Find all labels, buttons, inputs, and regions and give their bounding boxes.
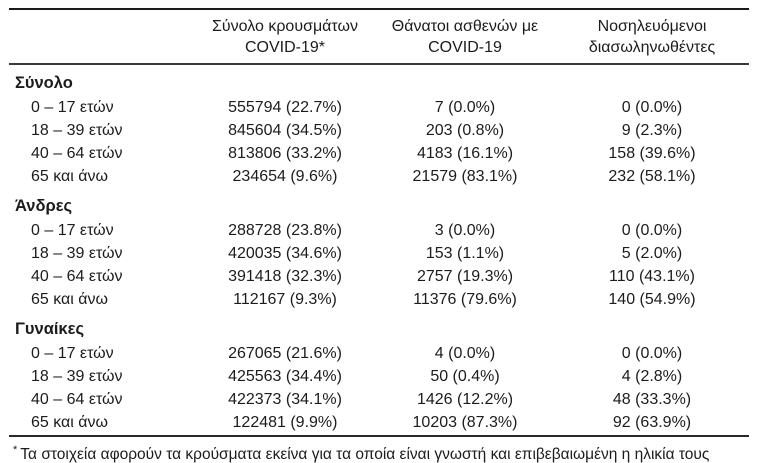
intubated-value: 0 (0.0%) (621, 99, 683, 116)
section-label: Γυναίκες (15, 320, 85, 338)
table-row: 65 και άνω 122481 (9.9%) 10203 (87.3%) 92 (… (9, 411, 749, 434)
age-group-label: 0 – 17 ετών (31, 345, 114, 362)
cases-value: 555794 (22.7%) (228, 99, 342, 116)
deaths-value: 153 (1.1%) (425, 245, 505, 262)
age-group-label: 40 – 64 ετών (31, 391, 123, 408)
table-row: 40 – 64 ετών 422373 (34.1%) 1426 (12.2%) 48… (9, 388, 749, 411)
cases-value: 813806 (33.2%) (228, 145, 342, 162)
table-row: 0 – 17 ετών 288728 (23.8%) 3 (0.0%) 0 (0.0%… (9, 219, 749, 242)
cases-value: 420035 (34.6%) (228, 245, 342, 262)
header-row: Σύνολο κρουσμάτων COVID-19* Θάνατοι ασθε… (9, 9, 749, 64)
cases-value: 122481 (9.9%) (232, 414, 338, 431)
intubated-value: 140 (54.9%) (608, 291, 696, 308)
deaths-value: 4 (0.0%) (434, 345, 496, 362)
header-deaths: Θάνατοι ασθενών με COVID-19 (375, 9, 555, 64)
table-row: 40 – 64 ετών 391418 (32.3%) 2757 (19.3%) 11… (9, 265, 749, 288)
header-deaths-line1: Θάνατοι ασθενών με (391, 18, 539, 35)
intubated-value: 158 (39.6%) (608, 145, 696, 162)
intubated-value: 110 (43.1%) (609, 268, 695, 285)
age-group-label: 0 – 17 ετών (31, 99, 114, 116)
deaths-value: 2757 (19.3%) (416, 268, 514, 285)
section-label: Σύνολο (15, 74, 73, 92)
deaths-value: 4183 (16.1%) (416, 145, 514, 162)
covid-stats-table: Σύνολο κρουσμάτων COVID-19* Θάνατοι ασθε… (9, 8, 749, 434)
table-row: 0 – 17 ετών 555794 (22.7%) 7 (0.0%) 0 (0.0%… (9, 96, 749, 119)
deaths-value: 203 (0.8%) (425, 122, 505, 139)
intubated-value: 9 (2.3%) (621, 122, 683, 139)
deaths-value: 50 (0.4%) (430, 368, 500, 385)
header-deaths-line2: COVID-19 (428, 39, 502, 56)
deaths-value: 7 (0.0%) (434, 99, 496, 116)
section-header-row: Άνδρες (9, 188, 749, 219)
header-total-cases: Σύνολο κρουσμάτων COVID-19* (195, 9, 375, 64)
table-body: Σύνολο 0 – 17 ετών 555794 (22.7%) 7 (0.0%) 0… (9, 64, 749, 434)
intubated-value: 0 (0.0%) (621, 222, 683, 239)
header-empty-cell (9, 9, 195, 64)
table-row: 18 – 39 ετών 845604 (34.5%) 203 (0.8%) 9 (2… (9, 119, 749, 142)
age-group-label: 18 – 39 ετών (31, 368, 123, 385)
header-intubated-line2: διασωληνωθέντες (588, 39, 716, 56)
header-intubated: Νοσηλευόμενοι διασωληνωθέντες (555, 9, 749, 64)
header-total-cases-line2: COVID-19* (244, 39, 326, 56)
cases-value: 425563 (34.4%) (228, 368, 342, 385)
intubated-value: 92 (63.9%) (612, 414, 692, 431)
table-header: Σύνολο κρουσμάτων COVID-19* Θάνατοι ασθε… (9, 9, 749, 64)
cases-value: 845604 (34.5%) (228, 122, 342, 139)
section-label: Άνδρες (15, 197, 73, 215)
age-group-label: 0 – 17 ετών (31, 222, 114, 239)
section-header-row: Σύνολο (9, 64, 749, 96)
age-group-label: 65 και άνω (31, 414, 109, 431)
footnote: * Τα στοιχεία αφορούν τα κρούσματα εκείνα… (9, 435, 749, 463)
age-group-label: 65 και άνω (31, 291, 109, 308)
header-intubated-line1: Νοσηλευόμενοι (597, 18, 707, 35)
cases-value: 112167 (9.3%) (233, 291, 337, 308)
table-row: 65 και άνω 112167 (9.3%) 11376 (79.6%) 140 … (9, 288, 749, 311)
deaths-value: 3 (0.0%) (434, 222, 496, 239)
age-group-label: 18 – 39 ετών (31, 122, 123, 139)
intubated-value: 48 (33.3%) (612, 391, 692, 408)
footnote-text: Τα στοιχεία αφορούν τα κρούσματα εκείνα … (20, 446, 710, 463)
deaths-value: 11376 (79.6%) (413, 291, 517, 308)
cases-value: 391418 (32.3%) (228, 268, 342, 285)
footnote-asterisk: * (13, 444, 18, 456)
table-row: 18 – 39 ετών 425563 (34.4%) 50 (0.4%) 4 (2.… (9, 365, 749, 388)
intubated-value: 232 (58.1%) (608, 168, 696, 185)
table-container: Σύνολο κρουσμάτων COVID-19* Θάνατοι ασθε… (9, 8, 749, 434)
age-group-label: 65 και άνω (31, 168, 109, 185)
intubated-value: 4 (2.8%) (621, 368, 683, 385)
header-total-cases-line1: Σύνολο κρουσμάτων (211, 18, 358, 35)
cases-value: 267065 (21.6%) (228, 345, 342, 362)
section-header-row: Γυναίκες (9, 311, 749, 342)
cases-value: 422373 (34.1%) (228, 391, 342, 408)
deaths-value: 10203 (87.3%) (412, 414, 518, 431)
age-group-label: 18 – 39 ετών (31, 245, 123, 262)
age-group-label: 40 – 64 ετών (31, 268, 123, 285)
cases-value: 234654 (9.6%) (232, 168, 338, 185)
age-group-label: 40 – 64 ετών (31, 145, 123, 162)
table-row: 65 και άνω 234654 (9.6%) 21579 (83.1%) 232 … (9, 165, 749, 188)
table-row: 40 – 64 ετών 813806 (33.2%) 4183 (16.1%) 15… (9, 142, 749, 165)
intubated-value: 0 (0.0%) (621, 345, 683, 362)
table-row: 0 – 17 ετών 267065 (21.6%) 4 (0.0%) 0 (0.0%… (9, 342, 749, 365)
deaths-value: 1426 (12.2%) (416, 391, 514, 408)
intubated-value: 5 (2.0%) (621, 245, 683, 262)
deaths-value: 21579 (83.1%) (412, 168, 518, 185)
table-row: 18 – 39 ετών 420035 (34.6%) 153 (1.1%) 5 (2… (9, 242, 749, 265)
cases-value: 288728 (23.8%) (228, 222, 342, 239)
